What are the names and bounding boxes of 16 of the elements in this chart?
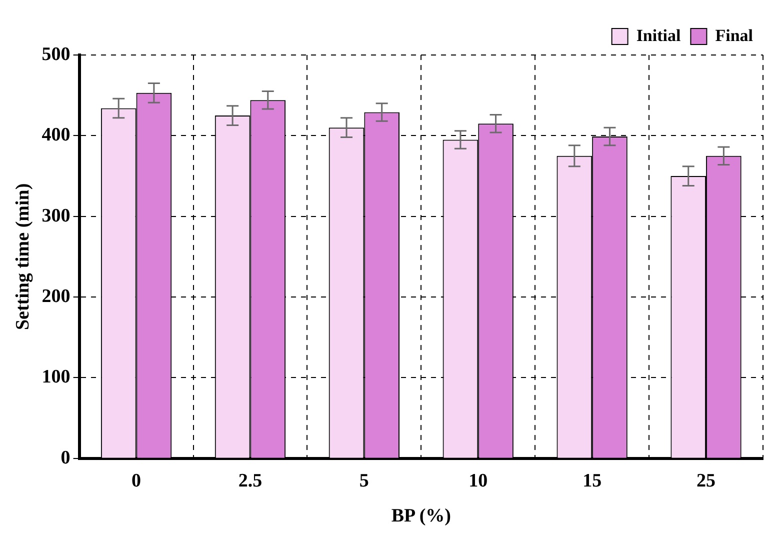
y-tick-label: 200 [42, 286, 70, 307]
y-tick-label: 300 [42, 205, 70, 226]
x-tick-label: 0 [132, 470, 142, 492]
y-tick-label: 100 [42, 366, 70, 388]
y-tick-label: 500 [42, 44, 70, 65]
x-tick-label: 15 [582, 470, 602, 492]
x-tick-label: 10 [468, 470, 488, 492]
y-tick-label: 0 [60, 447, 70, 468]
x-tick-label: 2.5 [238, 470, 262, 492]
legend-label: Final [715, 26, 754, 45]
legend-label: Initial [636, 26, 681, 45]
y-tick-label: 400 [42, 124, 70, 146]
x-tick-label: 5 [359, 470, 369, 492]
x-tick-label: 25 [696, 470, 716, 492]
y-axis-title: Setting time (min) [12, 183, 34, 330]
x-axis-title: BP (%) [391, 506, 451, 527]
